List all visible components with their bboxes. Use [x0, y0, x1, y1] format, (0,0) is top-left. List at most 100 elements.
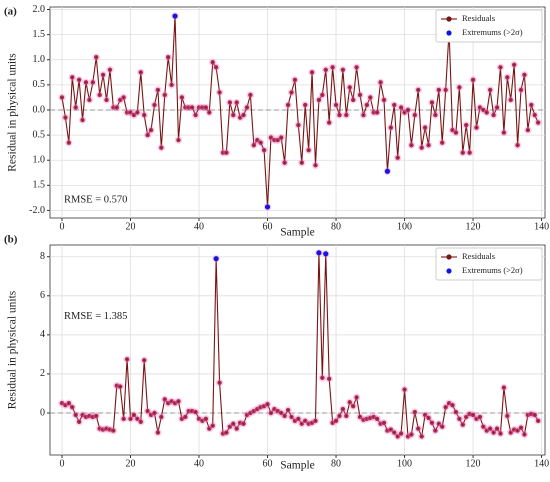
residual-point [465, 148, 474, 157]
residual-point [339, 66, 347, 74]
residual-point [325, 375, 333, 383]
y-tick-label: 1.0 [33, 54, 46, 65]
residual-point [161, 395, 169, 404]
residual-point [469, 76, 477, 84]
residual-point [328, 419, 337, 427]
residual-point [510, 61, 518, 69]
residual-point [150, 409, 159, 417]
residual-point [130, 411, 138, 419]
x-tick-label: 60 [263, 458, 273, 469]
residual-point [520, 71, 529, 79]
residual-point [126, 108, 135, 117]
residual-point [421, 411, 429, 419]
x-tick-label: 120 [466, 458, 481, 469]
residual-point [147, 411, 155, 419]
residual-point [393, 432, 402, 441]
residual-point [431, 111, 440, 119]
y-tick-label: 2 [40, 368, 45, 379]
residual-point [287, 413, 296, 421]
extremum-point [323, 251, 329, 257]
legend-box [435, 9, 543, 43]
residual-point [393, 154, 402, 162]
residual-point [250, 407, 258, 415]
y-axis-label: Residual in physical units [7, 53, 19, 172]
residual-point [400, 385, 409, 394]
residual-point [198, 417, 207, 425]
residual-point [414, 86, 422, 94]
legend-label: Extremums (>2σ) [462, 265, 523, 275]
residual-point [113, 103, 121, 112]
residual-point [174, 136, 183, 144]
residual-point [318, 91, 327, 99]
residual-point [332, 417, 340, 425]
residual-point [137, 418, 145, 426]
residual-point [65, 138, 73, 147]
residual-point [318, 374, 327, 382]
residual-point [448, 401, 457, 409]
residual-point [191, 111, 200, 119]
residual-point [140, 111, 148, 119]
residual-point [479, 422, 488, 431]
residual-point [472, 123, 481, 132]
residual-point [397, 103, 405, 112]
residual-point [250, 141, 258, 149]
residual-point [130, 111, 138, 119]
residual-point [462, 121, 470, 129]
residual-point [493, 103, 501, 112]
residual-point [527, 101, 535, 109]
residual-point [380, 419, 388, 427]
residual-point [119, 415, 128, 423]
residual-point [222, 148, 231, 157]
residual-point [424, 414, 433, 422]
residual-point [428, 419, 436, 427]
residual-point [534, 118, 542, 127]
residual-point [387, 123, 395, 132]
residual-point [167, 397, 176, 405]
residual-point [150, 101, 159, 109]
residual-point [455, 415, 464, 423]
y-tick-label: 2.0 [33, 4, 46, 15]
residual-point [205, 424, 213, 433]
y-tick-label: 6 [40, 290, 45, 301]
x-axis-label: Sample [280, 227, 315, 239]
residual-point [209, 58, 217, 66]
residual-point [352, 63, 361, 71]
residual-point [164, 53, 172, 61]
residual-point [328, 63, 337, 71]
residual-point [280, 412, 289, 420]
residual-point [232, 98, 241, 107]
residual-point [226, 422, 234, 431]
residual-point [479, 106, 488, 114]
x-tick-label: 60 [263, 221, 273, 232]
x-tick-label: 140 [534, 458, 549, 469]
residual-point [448, 126, 457, 134]
residual-point [489, 428, 498, 437]
residual-point [243, 411, 251, 419]
residual-point [311, 417, 320, 425]
residual-point [503, 412, 512, 420]
residual-point [531, 411, 539, 419]
residual-point [239, 111, 248, 119]
y-axis-label: Residual in physical units [7, 290, 19, 409]
residual-point [140, 356, 148, 364]
residual-point [496, 429, 505, 438]
residual-point [106, 66, 114, 74]
y-tick-label: 0.0 [33, 104, 46, 115]
residual-point [133, 108, 142, 117]
residual-point [469, 411, 477, 419]
residual-point [373, 108, 381, 117]
residual-point [400, 108, 409, 117]
residual-point [202, 415, 210, 423]
x-tick-label: 140 [534, 221, 549, 232]
residual-point [92, 412, 100, 420]
x-tick-label: 80 [331, 458, 341, 469]
residual-point [171, 399, 179, 407]
residual-point [99, 71, 107, 79]
legend-label: Extremums (>2σ) [462, 27, 523, 37]
residual-point [459, 421, 467, 429]
residual-point [417, 143, 426, 152]
residual-point [308, 419, 316, 427]
residual-point [500, 383, 508, 392]
residual-point [520, 430, 529, 439]
residual-point [75, 76, 83, 84]
